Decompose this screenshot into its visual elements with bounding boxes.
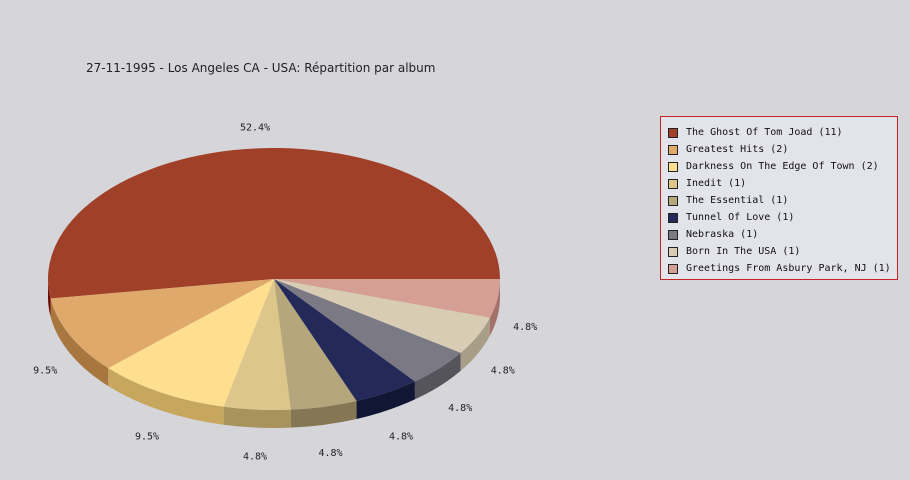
legend-item-2: Darkness On The Edge Of Town (2) — [661, 158, 897, 175]
slice-percent-label-5: 4.8% — [389, 432, 413, 443]
pie-slice-side-0 — [48, 279, 51, 317]
legend-label-3: Inedit (1) — [686, 178, 747, 189]
legend-label-6: Nebraska (1) — [686, 229, 759, 240]
pie-slice-6 — [274, 279, 461, 382]
pie-slice-1 — [50, 279, 275, 369]
legend-item-3: Inedit (1) — [661, 175, 897, 192]
slice-percent-label-3: 4.8% — [243, 452, 267, 463]
pie-slice-side-6 — [414, 352, 461, 400]
pie-slice-5 — [274, 279, 415, 401]
legend-swatch-6 — [668, 229, 678, 240]
legend-swatch-7 — [668, 246, 678, 257]
legend-swatch-2 — [668, 161, 678, 172]
legend-swatch-0 — [668, 127, 678, 138]
slice-percent-label-4: 4.8% — [318, 448, 342, 459]
pie-slice-side-1 — [50, 298, 109, 387]
legend-item-5: Tunnel Of Love (1) — [661, 209, 897, 226]
legend-swatch-5 — [668, 212, 678, 223]
slice-percent-label-1: 9.5% — [33, 365, 57, 376]
pie-slice-0 — [48, 148, 500, 299]
pie-slice-side-3 — [223, 406, 291, 429]
pie-slice-7 — [274, 279, 490, 353]
pie-slice-side-5 — [356, 381, 415, 419]
legend-label-7: Born In The USA (1) — [686, 246, 801, 257]
legend-label-4: The Essential (1) — [686, 195, 789, 206]
pie-slice-side-8 — [489, 279, 500, 336]
pie-slice-8 — [274, 279, 500, 318]
legend-item-6: Nebraska (1) — [661, 226, 897, 243]
legend-item-4: The Essential (1) — [661, 192, 897, 209]
legend-swatch-4 — [668, 195, 678, 206]
legend-label-8: Greetings From Asbury Park, NJ (1) — [686, 263, 891, 274]
slice-percent-label-7: 4.8% — [491, 365, 515, 376]
slice-percent-label-2: 9.5% — [135, 432, 159, 443]
slice-percent-label-8: 4.8% — [513, 322, 537, 333]
legend-label-2: Darkness On The Edge Of Town (2) — [686, 161, 879, 172]
legend-label-5: Tunnel Of Love (1) — [686, 212, 795, 223]
pie-slice-2 — [108, 279, 274, 407]
legend-swatch-1 — [668, 144, 678, 155]
slice-percent-label-6: 4.8% — [448, 403, 472, 414]
legend-label-1: Greatest Hits (2) — [686, 144, 789, 155]
legend-item-1: Greatest Hits (2) — [661, 141, 897, 158]
pie-slice-side-2 — [108, 368, 224, 425]
pie-slice-3 — [223, 279, 291, 410]
pie-slice-side-4 — [290, 400, 357, 428]
legend-item-0: The Ghost Of Tom Joad (11) — [661, 124, 897, 141]
pie-slice-4 — [274, 279, 357, 410]
legend-item-8: Greetings From Asbury Park, NJ (1) — [661, 260, 897, 277]
legend-item-7: Born In The USA (1) — [661, 243, 897, 260]
pie-slice-side-7 — [460, 317, 490, 371]
legend-swatch-3 — [668, 178, 678, 189]
slice-percent-label-0: 52.4% — [240, 122, 270, 133]
chart-title: 27-11-1995 - Los Angeles CA - USA: Répar… — [86, 61, 436, 75]
chart-legend: The Ghost Of Tom Joad (11) Greatest Hits … — [660, 116, 898, 280]
legend-swatch-8 — [668, 263, 678, 274]
legend-label-0: The Ghost Of Tom Joad (11) — [686, 127, 843, 138]
